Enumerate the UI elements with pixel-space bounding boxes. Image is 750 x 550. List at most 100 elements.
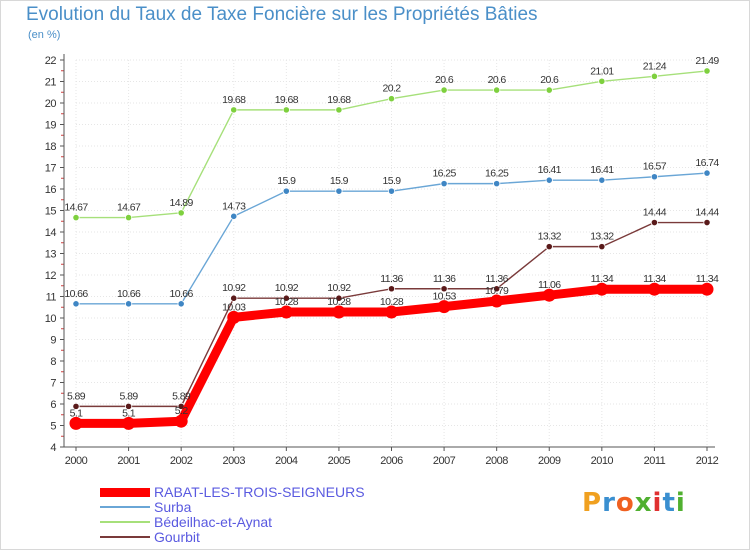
x-tick-label: 2008 bbox=[485, 455, 508, 467]
data-label-bedeilhac: 14.67 bbox=[64, 202, 88, 214]
data-point-surba bbox=[440, 180, 448, 188]
data-point-bedeilhac bbox=[545, 86, 553, 94]
logo-letter: o bbox=[615, 488, 635, 518]
data-point-surba bbox=[335, 187, 343, 195]
y-tick-label: 4 bbox=[50, 442, 56, 454]
y-tick-label: 8 bbox=[50, 356, 56, 368]
data-label-bedeilhac: 19.68 bbox=[275, 94, 299, 106]
data-label-rabat: 10.79 bbox=[485, 285, 509, 297]
data-point-rabat bbox=[174, 414, 188, 428]
x-tick-label: 2000 bbox=[65, 455, 88, 467]
y-tick-label: 20 bbox=[45, 98, 57, 110]
data-point-gourbit bbox=[650, 218, 659, 227]
chart-title: Evolution du Taux de Taxe Foncière sur l… bbox=[26, 4, 538, 25]
y-tick-label: 16 bbox=[45, 184, 57, 196]
data-label-bedeilhac: 21.01 bbox=[590, 65, 614, 77]
legend-item-gourbit: Gourbit bbox=[100, 529, 200, 545]
x-tick-label: 2004 bbox=[275, 455, 298, 467]
data-label-bedeilhac: 20.6 bbox=[540, 74, 559, 86]
data-point-rabat bbox=[385, 305, 398, 319]
data-point-gourbit bbox=[387, 285, 396, 293]
data-label-surba: 14.73 bbox=[222, 200, 246, 212]
data-label-surba: 16.25 bbox=[432, 168, 456, 180]
data-point-bedeilhac bbox=[703, 67, 711, 75]
logo-letter: i bbox=[675, 488, 686, 518]
data-point-surba bbox=[177, 300, 185, 308]
data-label-bedeilhac: 14.89 bbox=[170, 197, 194, 209]
legend-label-gourbit: Gourbit bbox=[154, 529, 200, 545]
data-label-surba: 16.41 bbox=[590, 164, 614, 176]
logo-letter: x bbox=[634, 488, 653, 518]
data-label-rabat: 10.53 bbox=[432, 291, 456, 303]
data-label-bedeilhac: 20.2 bbox=[382, 83, 401, 95]
logo-letter: t bbox=[662, 488, 676, 518]
data-label-rabat: 11.34 bbox=[643, 273, 666, 285]
data-point-rabat bbox=[490, 294, 504, 308]
data-label-gourbit: 5.89 bbox=[67, 390, 86, 402]
data-label-rabat: 5.2 bbox=[175, 405, 189, 417]
data-label-rabat: 5.1 bbox=[122, 407, 136, 419]
data-label-bedeilhac: 20.6 bbox=[488, 74, 507, 86]
data-point-surba bbox=[545, 176, 553, 184]
data-point-bedeilhac bbox=[177, 209, 185, 217]
logo-letter: i bbox=[652, 488, 663, 518]
data-label-surba: 10.66 bbox=[170, 288, 194, 300]
legend-label-surba: Surba bbox=[154, 499, 192, 515]
data-point-surba bbox=[650, 173, 659, 181]
proxiti-logo: Proxiti bbox=[582, 488, 686, 518]
data-label-rabat: 11.06 bbox=[538, 279, 561, 291]
data-label-bedeilhac: 19.68 bbox=[327, 94, 351, 106]
x-tick-label: 2003 bbox=[223, 455, 246, 467]
data-point-bedeilhac bbox=[72, 213, 80, 222]
data-point-bedeilhac bbox=[335, 106, 343, 114]
data-point-gourbit bbox=[703, 218, 711, 227]
x-tick-label: 2001 bbox=[117, 455, 140, 467]
legend-swatch-gourbit bbox=[100, 536, 150, 538]
data-point-gourbit bbox=[282, 294, 290, 302]
data-point-bedeilhac bbox=[124, 213, 133, 222]
data-point-rabat bbox=[595, 282, 609, 296]
data-point-bedeilhac bbox=[598, 77, 606, 85]
y-tick-label: 7 bbox=[50, 378, 56, 390]
data-label-bedeilhac: 19.68 bbox=[222, 94, 246, 106]
data-label-rabat: 10.28 bbox=[380, 296, 404, 308]
data-point-bedeilhac bbox=[440, 86, 448, 94]
data-point-rabat bbox=[122, 416, 136, 430]
legend-item-surba: Surba bbox=[100, 499, 191, 515]
data-point-rabat bbox=[647, 282, 661, 296]
y-tick-label: 12 bbox=[45, 270, 57, 282]
y-axis-unit-label: (en %) bbox=[28, 29, 61, 41]
data-point-rabat bbox=[700, 282, 714, 296]
data-label-gourbit: 14.44 bbox=[695, 207, 719, 219]
data-label-gourbit: 13.32 bbox=[590, 231, 614, 243]
data-label-surba: 16.41 bbox=[538, 164, 562, 176]
data-point-bedeilhac bbox=[493, 86, 501, 94]
x-tick-label: 2005 bbox=[328, 455, 351, 467]
data-point-surba bbox=[703, 169, 711, 177]
legend-swatch-rabat bbox=[100, 487, 150, 497]
data-label-surba: 16.74 bbox=[695, 157, 719, 169]
y-tick-label: 19 bbox=[45, 120, 57, 132]
x-tick-label: 2012 bbox=[696, 455, 719, 467]
data-label-surba: 15.9 bbox=[382, 175, 401, 187]
data-label-rabat: 11.34 bbox=[696, 273, 719, 285]
data-label-rabat: 10.28 bbox=[275, 296, 299, 308]
y-tick-label: 21 bbox=[45, 77, 57, 89]
data-point-surba bbox=[493, 180, 501, 188]
data-point-surba bbox=[598, 176, 606, 184]
data-label-surba: 15.9 bbox=[277, 175, 296, 187]
data-label-rabat: 5.1 bbox=[70, 407, 84, 419]
x-tick-label: 2002 bbox=[170, 455, 193, 467]
data-label-rabat: 10.28 bbox=[327, 296, 351, 308]
y-tick-label: 9 bbox=[50, 335, 56, 347]
data-point-surba bbox=[124, 300, 133, 308]
data-point-gourbit bbox=[493, 285, 501, 293]
data-point-rabat bbox=[227, 310, 241, 324]
logo-letter: r bbox=[602, 488, 616, 518]
data-label-gourbit: 10.92 bbox=[327, 282, 351, 294]
data-point-bedeilhac bbox=[282, 106, 290, 114]
y-tick-label: 22 bbox=[45, 55, 57, 67]
y-tick-label: 17 bbox=[45, 163, 57, 175]
data-point-gourbit bbox=[598, 243, 606, 251]
